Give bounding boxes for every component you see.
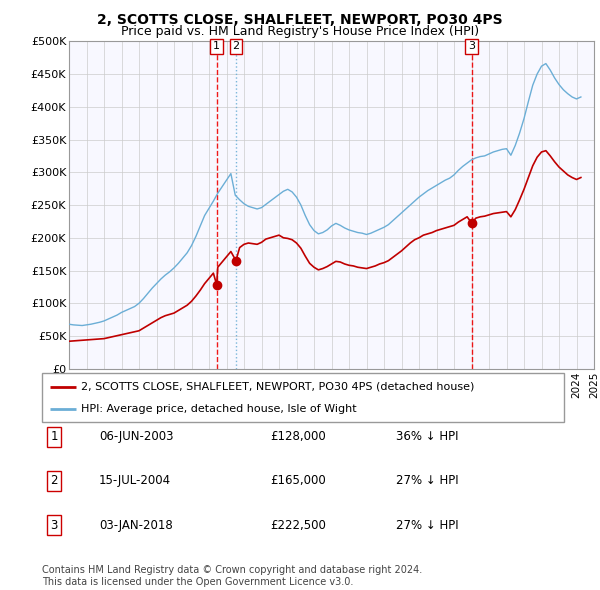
Text: 06-JUN-2003: 06-JUN-2003: [99, 430, 173, 443]
Text: 03-JAN-2018: 03-JAN-2018: [99, 519, 173, 532]
Text: Contains HM Land Registry data © Crown copyright and database right 2024.: Contains HM Land Registry data © Crown c…: [42, 565, 422, 575]
Text: 27% ↓ HPI: 27% ↓ HPI: [396, 474, 458, 487]
Text: 3: 3: [50, 519, 58, 532]
Text: This data is licensed under the Open Government Licence v3.0.: This data is licensed under the Open Gov…: [42, 577, 353, 587]
Text: 2: 2: [50, 474, 58, 487]
Text: 2, SCOTTS CLOSE, SHALFLEET, NEWPORT, PO30 4PS: 2, SCOTTS CLOSE, SHALFLEET, NEWPORT, PO3…: [97, 13, 503, 27]
Text: 15-JUL-2004: 15-JUL-2004: [99, 474, 171, 487]
Text: 2, SCOTTS CLOSE, SHALFLEET, NEWPORT, PO30 4PS (detached house): 2, SCOTTS CLOSE, SHALFLEET, NEWPORT, PO3…: [81, 382, 475, 392]
Text: 2: 2: [232, 41, 239, 51]
Text: Price paid vs. HM Land Registry's House Price Index (HPI): Price paid vs. HM Land Registry's House …: [121, 25, 479, 38]
Text: 3: 3: [468, 41, 475, 51]
Text: 1: 1: [213, 41, 220, 51]
Text: 36% ↓ HPI: 36% ↓ HPI: [396, 430, 458, 443]
Text: HPI: Average price, detached house, Isle of Wight: HPI: Average price, detached house, Isle…: [81, 404, 357, 414]
Text: 1: 1: [50, 430, 58, 443]
Text: 27% ↓ HPI: 27% ↓ HPI: [396, 519, 458, 532]
Text: £128,000: £128,000: [270, 430, 326, 443]
Text: £165,000: £165,000: [270, 474, 326, 487]
Text: £222,500: £222,500: [270, 519, 326, 532]
